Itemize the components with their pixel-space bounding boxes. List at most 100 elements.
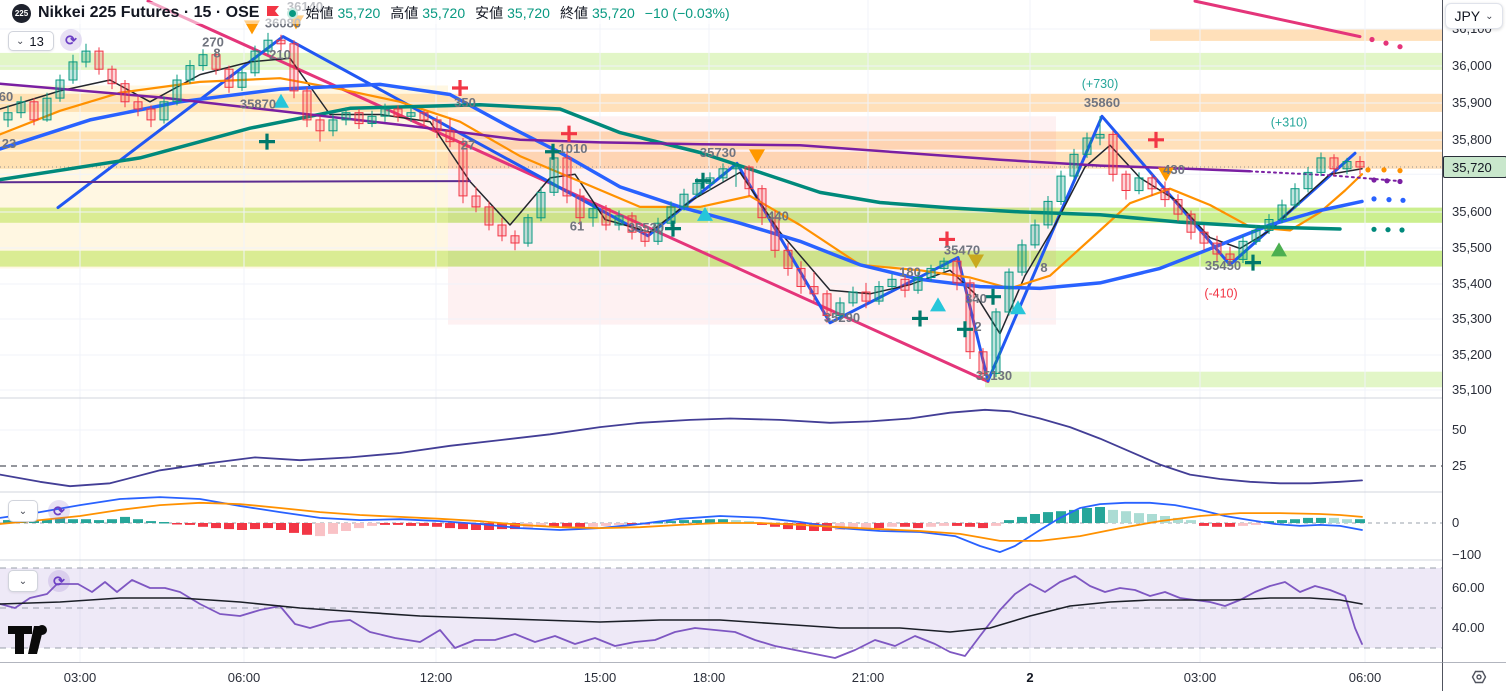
macd-histogram-bar — [224, 523, 234, 530]
macd-histogram-bar — [393, 523, 403, 525]
macd-histogram-bar — [939, 523, 949, 526]
macd-histogram-bar — [549, 523, 559, 527]
macd-histogram-bar — [42, 519, 52, 523]
macd-histogram-bar — [562, 523, 572, 529]
pivot-label: 35730 — [700, 145, 736, 160]
candle-body — [1147, 177, 1157, 190]
candle-body — [627, 215, 637, 233]
projection-dot — [1399, 227, 1405, 233]
pivot-label: 35450 — [1205, 258, 1241, 273]
macd-histogram-bar — [1264, 521, 1274, 523]
macd-refresh-icon[interactable]: ⟳ — [48, 500, 70, 522]
macd-histogram-bar — [861, 523, 871, 529]
macd-histogram-bar — [1108, 509, 1118, 523]
time-tick-label: 2 — [1026, 670, 1034, 685]
candle-body — [926, 267, 936, 278]
symbol-title[interactable]: Nikkei 225 Futures · 15 · OSE — [38, 4, 260, 21]
low-value: 35,720 — [507, 5, 550, 21]
plus-marker-icon — [259, 133, 275, 150]
tradingview-logo[interactable] — [8, 620, 50, 658]
macd-histogram-bar — [432, 523, 442, 527]
candle-body — [1355, 161, 1365, 168]
price-axis[interactable]: 35,720 JPY ⌄ 36,10036,00035,90035,80035,… — [1442, 0, 1506, 662]
pivot-label: 60 — [0, 89, 13, 104]
projection-dot — [1397, 178, 1403, 185]
market-status-icon[interactable] — [287, 7, 299, 19]
macd-histogram-bar — [991, 523, 1001, 526]
macd-histogram-bar — [237, 523, 247, 530]
macd-histogram-bar — [315, 523, 325, 537]
candle-body — [640, 231, 650, 242]
macd-histogram-bar — [1238, 523, 1248, 526]
refresh-icon[interactable]: ⟳ — [60, 29, 82, 51]
candle-body — [276, 39, 286, 45]
price-tick-label: 35,300 — [1452, 311, 1492, 326]
macd-histogram-bar — [952, 523, 962, 526]
projection-dot — [1369, 36, 1375, 43]
plus-marker-icon — [957, 321, 973, 338]
currency-selector[interactable]: JPY ⌄ — [1445, 3, 1503, 29]
legend-collapse-button[interactable]: ⌄ 13 — [8, 31, 54, 51]
pivot-label: 61 — [570, 218, 584, 233]
candle-body — [458, 141, 468, 197]
macd-histogram-bar — [913, 523, 923, 529]
macd-histogram-bar — [1316, 517, 1326, 523]
candle-body — [1056, 175, 1066, 203]
rsi-line — [0, 597, 1363, 633]
macd-histogram-bar — [3, 520, 13, 523]
macd-histogram-bar — [341, 523, 351, 531]
candle-body — [1160, 188, 1170, 201]
candle-body — [120, 83, 130, 103]
candle-body — [94, 50, 104, 70]
candle-body — [1277, 204, 1287, 220]
time-tick-label: 18:00 — [692, 670, 726, 685]
moving-average — [0, 82, 1364, 291]
candle-body — [133, 101, 143, 110]
time-axis[interactable]: 03:00 06:00 12:00 15:00 18:00 21:00 2 03:00 06:0… — [0, 662, 1442, 691]
macd-histogram-bar — [926, 523, 936, 527]
high-value: 35,720 — [422, 5, 466, 21]
chart-canvas[interactable]: 3614036080270821035870350271010613553035… — [0, 0, 1442, 662]
plus-marker-icon — [1245, 254, 1261, 271]
scale-settings-icon[interactable] — [1471, 669, 1487, 685]
plus-marker-icon — [985, 288, 1001, 305]
price-zone — [0, 131, 1442, 150]
price-tick-label: 35,400 — [1452, 276, 1492, 291]
macd-tick-label: 0 — [1452, 515, 1460, 530]
macd-histogram-bar — [900, 523, 910, 527]
candle-body — [497, 224, 507, 237]
symbol-logo: 225 — [12, 3, 31, 23]
macd-histogram-bar — [653, 522, 663, 524]
macd-histogram-bar — [81, 519, 91, 523]
macd-histogram-bar — [1147, 514, 1157, 523]
projection-dot — [1371, 196, 1377, 202]
projection-dot — [1386, 197, 1392, 203]
time-tick-label: 03:00 — [1183, 670, 1217, 685]
open-value: 35,720 — [337, 5, 381, 21]
macd-panel-collapse-button[interactable]: ⌄ — [8, 500, 38, 522]
candle-body — [874, 286, 884, 302]
pivot-label: 430 — [1163, 162, 1185, 177]
macd-histogram-bar — [354, 523, 364, 529]
candle-body — [991, 311, 1001, 374]
candle-body — [185, 65, 195, 81]
macd-histogram-bar — [263, 523, 273, 529]
buy-marker-icon — [1271, 242, 1287, 257]
plus-marker-icon — [561, 125, 577, 142]
rsi-tick-label: 40.00 — [1452, 620, 1485, 635]
candle-body — [939, 260, 949, 269]
macd-tick-label: −100 — [1452, 547, 1482, 562]
flag-icon[interactable] — [266, 5, 280, 21]
candle-body — [614, 215, 624, 226]
candle-body — [471, 195, 481, 208]
buy-marker-icon — [930, 297, 946, 312]
axis-settings-corner — [1442, 662, 1506, 691]
macd-histogram-bar — [146, 521, 156, 523]
candle-body — [68, 61, 78, 81]
rsi-refresh-icon[interactable]: ⟳ — [48, 570, 70, 592]
candle-body — [809, 286, 819, 295]
projection-dot — [1371, 226, 1377, 232]
rsi-panel-collapse-button[interactable]: ⌄ — [8, 570, 38, 592]
candle-body — [588, 208, 598, 219]
interval-label: 15 — [193, 4, 212, 21]
